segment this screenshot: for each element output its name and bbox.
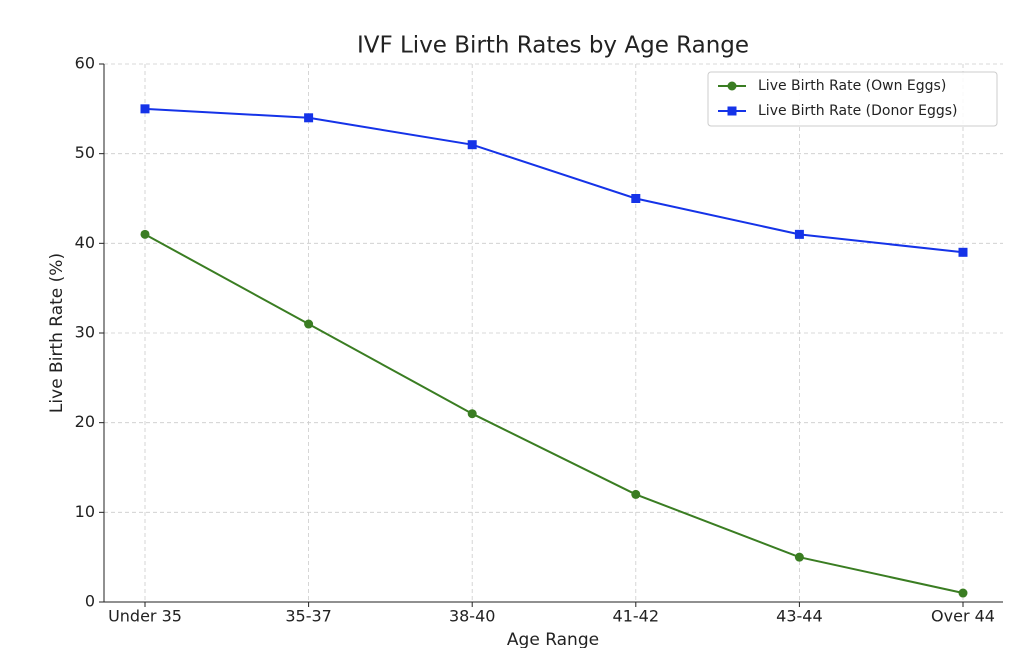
x-tick-label: Under 35 (108, 607, 182, 626)
data-point (467, 140, 477, 150)
x-axis-label: Age Range (507, 630, 599, 648)
data-point (958, 588, 968, 598)
data-point (140, 104, 150, 114)
y-tick-label: 10 (75, 502, 95, 521)
y-axis-label: Live Birth Rate (%) (47, 253, 67, 413)
legend-label: Live Birth Rate (Own Eggs) (758, 78, 946, 94)
x-tick-label: 43-44 (776, 607, 823, 626)
data-point (304, 319, 314, 329)
data-point (140, 229, 150, 239)
legend-marker (727, 106, 737, 116)
legend-marker (727, 81, 737, 91)
chart-title: IVF Live Birth Rates by Age Range (357, 33, 749, 59)
x-tick-label: 41-42 (613, 607, 660, 626)
y-tick-label: 20 (75, 412, 95, 431)
y-tick-label: 40 (75, 233, 95, 252)
series-line (144, 107, 964, 254)
legend-box (707, 71, 998, 127)
data-point (631, 489, 641, 499)
data-point (794, 552, 804, 562)
data-point (631, 194, 641, 203)
y-tick-label: 50 (75, 143, 95, 162)
x-tick-label: Over 44 (931, 607, 995, 626)
data-point (467, 409, 477, 419)
data-point (958, 247, 968, 257)
legend-label: Live Birth Rate (Donor Eggs) (758, 103, 957, 119)
data-point (794, 229, 804, 239)
y-tick-label: 60 (75, 54, 95, 73)
y-tick-label: 30 (75, 323, 95, 342)
x-tick-label: 35-37 (285, 607, 332, 626)
series-line (144, 233, 964, 595)
x-tick-label: 38-40 (449, 607, 496, 626)
y-tick-label: 0 (85, 592, 95, 611)
data-point (304, 113, 314, 123)
